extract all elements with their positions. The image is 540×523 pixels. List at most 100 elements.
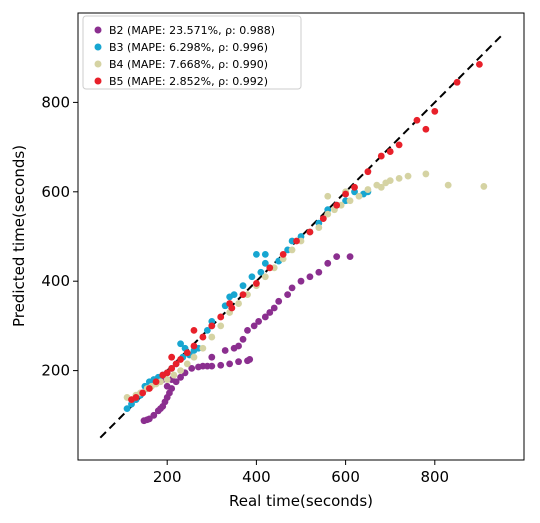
data-point-b4 [217, 322, 225, 330]
data-point-b5 [163, 369, 171, 377]
data-point-b5 [476, 61, 483, 68]
series-b2 [140, 253, 354, 425]
data-point-b2 [235, 342, 242, 350]
data-point-b5 [431, 107, 439, 115]
x-axis-label: Real time(seconds) [229, 492, 373, 510]
data-point-b2 [306, 273, 314, 281]
data-point-b2 [163, 382, 171, 390]
legend-marker-b3 [94, 43, 102, 51]
data-point-b2 [208, 362, 216, 370]
data-point-b3 [261, 250, 269, 258]
data-point-b5 [190, 342, 198, 350]
data-point-b4 [163, 376, 171, 383]
legend-marker-b2 [94, 26, 102, 34]
data-point-b5 [152, 378, 160, 386]
data-point-b5 [386, 148, 394, 155]
data-point-b4 [183, 360, 191, 368]
data-point-b5 [333, 201, 341, 209]
data-point-b4 [355, 192, 363, 200]
data-point-b2 [297, 277, 305, 285]
data-point-b3 [177, 340, 184, 348]
data-point-b5 [168, 364, 176, 372]
data-point-b2 [346, 253, 354, 261]
data-point-b2 [324, 259, 332, 267]
data-point-b4 [386, 177, 394, 185]
data-point-b2 [315, 268, 323, 276]
data-point-b2 [246, 356, 254, 363]
data-point-b5 [177, 356, 184, 363]
data-point-b2 [333, 253, 341, 261]
data-point-b5 [293, 237, 300, 245]
data-point-b4 [395, 174, 403, 182]
data-point-b5 [199, 333, 207, 341]
data-point-b4 [444, 181, 452, 189]
data-point-b4 [190, 353, 198, 361]
data-point-b5 [364, 168, 372, 176]
data-point-b2 [177, 373, 184, 381]
data-point-b4 [324, 210, 332, 218]
data-point-b2 [284, 291, 292, 299]
data-points [123, 61, 488, 425]
y-tick-label: 400 [41, 272, 70, 290]
data-point-b5 [395, 141, 403, 149]
data-point-b4 [404, 172, 412, 180]
data-point-b4 [177, 367, 184, 374]
data-point-b4 [377, 183, 385, 191]
data-point-b2 [235, 358, 242, 366]
y-tick-label: 200 [41, 362, 70, 380]
axis-ticks: 200 400 600 800 200 400 600 800 [41, 93, 449, 486]
data-point-b2 [208, 353, 216, 361]
data-point-b5 [319, 215, 327, 223]
data-point-b4 [480, 183, 488, 190]
data-point-b5 [226, 300, 234, 307]
data-point-b5 [145, 385, 153, 392]
data-point-b2 [270, 304, 278, 312]
data-point-b2 [188, 364, 196, 372]
data-point-b3 [123, 405, 131, 412]
data-point-b3 [257, 268, 265, 276]
data-point-b3 [203, 326, 211, 334]
data-point-b4 [208, 333, 216, 341]
y-tick-label: 800 [41, 93, 70, 111]
data-point-b5 [139, 389, 147, 397]
data-point-b5 [422, 125, 430, 133]
data-point-b4 [315, 224, 323, 231]
data-point-b5 [453, 78, 461, 86]
data-point-b4 [170, 371, 178, 379]
data-point-b3 [253, 250, 260, 258]
data-point-b3 [248, 273, 256, 281]
data-point-b5 [279, 250, 287, 258]
x-tick-label: 800 [420, 468, 449, 486]
x-tick-label: 200 [153, 468, 182, 486]
data-point-b5 [266, 264, 274, 272]
data-point-b5 [342, 190, 349, 198]
legend: B2 (MAPE: 23.571%, ρ: 0.988) B3 (MAPE: 6… [82, 15, 302, 90]
data-point-b5 [377, 152, 385, 160]
y-tick-label: 600 [41, 183, 70, 201]
data-point-b2 [150, 411, 158, 419]
data-point-b5 [413, 116, 421, 124]
data-point-b5 [190, 326, 198, 334]
legend-marker-b4 [94, 60, 102, 68]
data-point-b5 [172, 360, 180, 368]
legend-marker-b5 [94, 77, 102, 85]
data-point-b4 [288, 246, 296, 254]
data-point-b2 [239, 335, 247, 343]
data-point-b4 [364, 186, 372, 193]
data-point-b2 [244, 326, 251, 334]
data-point-b2 [250, 322, 258, 330]
data-point-b5 [217, 313, 225, 321]
data-point-b2 [255, 318, 263, 325]
data-point-b4 [346, 197, 354, 205]
data-point-b4 [324, 192, 332, 200]
data-point-b5 [306, 228, 314, 236]
data-point-b4 [199, 344, 207, 352]
data-point-b4 [261, 273, 269, 281]
data-point-b4 [422, 170, 430, 178]
x-tick-label: 600 [331, 468, 360, 486]
data-point-b5 [239, 291, 247, 299]
data-point-b2 [275, 297, 283, 305]
data-point-b5 [351, 183, 358, 191]
legend-label-b2: B2 (MAPE: 23.571%, ρ: 0.988) [109, 24, 275, 37]
